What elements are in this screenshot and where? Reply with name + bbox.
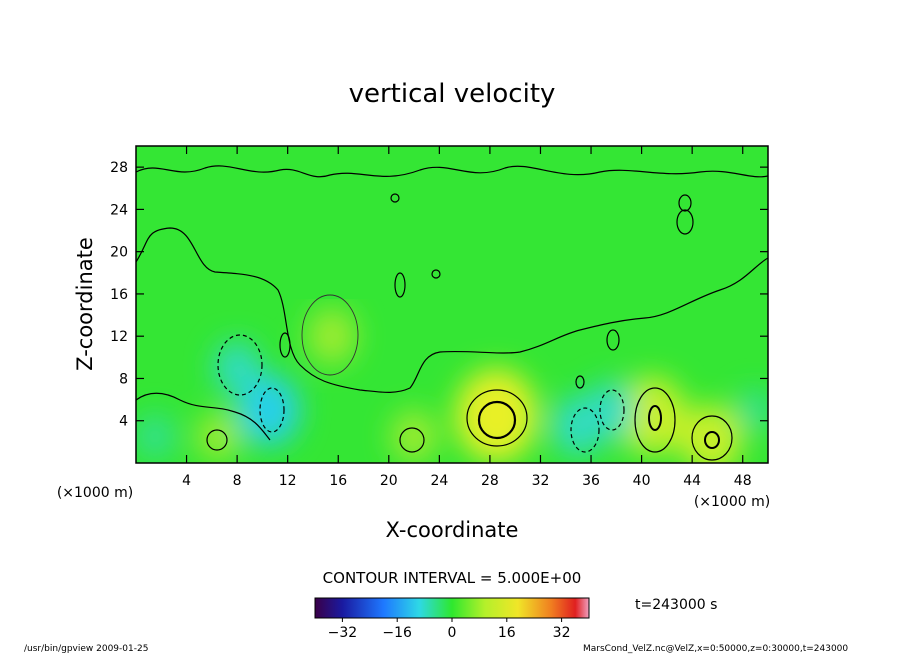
contour-eddy-a bbox=[676, 209, 694, 235]
contour-updraft-15 bbox=[301, 294, 359, 376]
footer-left: /usr/bin/gpview 2009-01-25 bbox=[24, 644, 148, 654]
field-updraft-2 bbox=[679, 403, 743, 463]
x-tick-label-28: 28 bbox=[481, 473, 499, 489]
field-updraft-5 bbox=[196, 411, 240, 462]
y-tick-label-4: 4 bbox=[119, 414, 128, 430]
colorbar: −32 −16 0 16 32 bbox=[314, 597, 590, 641]
x-tick-label-16: 16 bbox=[329, 473, 347, 489]
contour-updraft-45 bbox=[691, 415, 733, 461]
x-tick-label-4: 4 bbox=[182, 473, 191, 489]
contour-interval-label: CONTOUR INTERVAL = 5.000E+00 bbox=[323, 569, 582, 587]
contour-eddy-b bbox=[678, 194, 692, 212]
plot-frame bbox=[135, 145, 769, 464]
contour-main bbox=[136, 227, 768, 393]
x-axis: 4 8 12 16 20 24 28 32 36 40 44 48 bbox=[182, 146, 752, 489]
contour-eddy-h bbox=[575, 375, 585, 389]
y-tick-label-8: 8 bbox=[119, 371, 128, 387]
x-scale-label-right: (×1000 m) bbox=[694, 494, 770, 510]
x-tick-label-32: 32 bbox=[532, 473, 550, 489]
colorbar-ticks: −32 −16 0 16 32 bbox=[328, 618, 571, 641]
plot-area bbox=[135, 145, 769, 464]
contour-updraft-22 bbox=[399, 427, 425, 453]
x-tick-label-20: 20 bbox=[380, 473, 398, 489]
y-axis-label: Z-coordinate bbox=[73, 237, 97, 371]
contour-eddy-d bbox=[279, 332, 291, 358]
contour-updraft-28-inner bbox=[477, 400, 517, 440]
x-tick-label-8: 8 bbox=[233, 473, 242, 489]
contour-updraft-41 bbox=[634, 387, 676, 453]
x-tick-label-36: 36 bbox=[582, 473, 600, 489]
colorbar-gradient bbox=[314, 597, 590, 619]
field-downdraft-10 bbox=[585, 381, 635, 439]
y-tick-label-20: 20 bbox=[110, 245, 128, 261]
time-label: t=243000 s bbox=[635, 597, 717, 613]
field-downdraft-8 bbox=[136, 413, 175, 460]
footer-right: MarsCond_VelZ.nc@VelZ,x=0:50000,z=0:3000… bbox=[583, 644, 848, 654]
contour-upper bbox=[136, 165, 768, 178]
colorbar-tick-label--32: −32 bbox=[328, 625, 358, 641]
contour-left bbox=[136, 392, 271, 441]
y-tick-label-24: 24 bbox=[110, 202, 128, 218]
contour-eddy-g bbox=[431, 269, 441, 279]
field-updraft-3 bbox=[307, 307, 357, 365]
colorbar-tick-label-16: 16 bbox=[498, 625, 516, 641]
contour-eddy-c bbox=[606, 329, 620, 351]
contour-downdraft-10 bbox=[259, 387, 285, 433]
x-tick-label-44: 44 bbox=[683, 473, 701, 489]
contour-downdraft-35 bbox=[570, 407, 600, 453]
x-tick-label-24: 24 bbox=[430, 473, 448, 489]
colorbar-tick-label-32: 32 bbox=[553, 625, 571, 641]
contour-downdraft-8 bbox=[217, 334, 263, 396]
field-updraft-4 bbox=[390, 409, 438, 463]
field-downdraft-6 bbox=[237, 374, 300, 447]
x-axis-label: X-coordinate bbox=[386, 518, 519, 542]
field-downdraft-7 bbox=[213, 341, 261, 395]
colorbar-tick-label-0: 0 bbox=[448, 625, 457, 641]
contour-eddy-e bbox=[394, 272, 406, 298]
y-tick-label-12: 12 bbox=[110, 329, 128, 345]
contour-eddy-f bbox=[390, 193, 400, 203]
contour-updraft-45-inner bbox=[704, 431, 720, 449]
y-axis: 4 8 12 16 20 24 28 bbox=[110, 160, 768, 430]
x-tick-label-48: 48 bbox=[734, 473, 752, 489]
colorbar-tick-label--16: −16 bbox=[382, 625, 412, 641]
y-tick-label-28: 28 bbox=[110, 160, 128, 176]
contour-updraft-6 bbox=[206, 429, 228, 451]
contour-downdraft-37 bbox=[599, 389, 625, 431]
contour-lines bbox=[136, 165, 768, 461]
x-tick-label-40: 40 bbox=[633, 473, 651, 489]
x-tick-label-12: 12 bbox=[279, 473, 297, 489]
x-scale-label-left: (×1000 m) bbox=[57, 485, 133, 501]
contour-updraft-41-inner bbox=[648, 405, 662, 431]
contour-updraft-28 bbox=[466, 389, 528, 447]
field-updraft-1 bbox=[617, 375, 687, 456]
y-tick-label-16: 16 bbox=[110, 287, 128, 303]
chart-title: vertical velocity bbox=[349, 79, 556, 109]
